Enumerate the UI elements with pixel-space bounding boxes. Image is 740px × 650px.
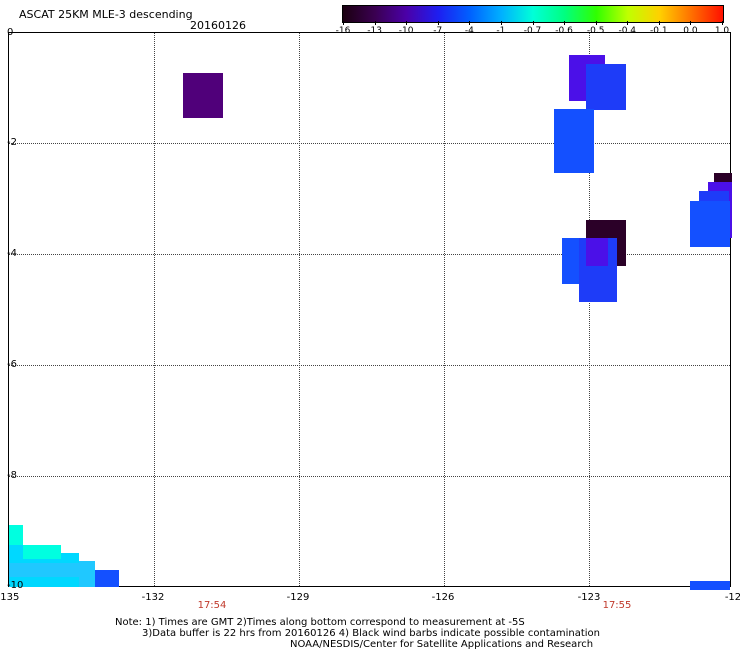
meridian-line	[444, 33, 445, 586]
data-pixel	[95, 570, 119, 587]
y-tick-label: -8	[7, 470, 17, 481]
data-pixel	[23, 545, 61, 559]
colorbar-tick	[437, 21, 439, 25]
data-pixel	[690, 201, 730, 247]
colorbar-tick	[500, 21, 502, 25]
colorbar-label: -13	[367, 26, 382, 36]
colorbar-tick	[374, 21, 376, 25]
colorbar-tick	[469, 21, 471, 25]
colorbar-tick	[406, 21, 408, 25]
meridian-line	[299, 33, 300, 586]
map-date: 20160126	[190, 19, 246, 32]
colorbar-tick	[343, 21, 344, 25]
meridian-line	[589, 33, 590, 586]
meridian-line	[154, 33, 155, 586]
colorbar-label: -0.6	[555, 26, 573, 36]
x-tick-label: -129	[286, 592, 310, 603]
x-tick-label: -135	[0, 592, 20, 603]
data-pixel	[554, 109, 594, 173]
data-pixel	[9, 563, 87, 577]
colorbar-label: -0.5	[586, 26, 605, 36]
y-tick-label: -10	[7, 580, 24, 591]
y-tick-label: -4	[7, 248, 17, 259]
parallel-line	[9, 476, 730, 477]
colorbar-label: -7	[433, 26, 443, 36]
x-tick-label: -123	[577, 592, 601, 603]
colorbar-label: -16	[335, 26, 351, 36]
footer-note-2: 3)Data buffer is 22 hrs from 20160126 4)…	[142, 628, 600, 639]
y-tick-label: -6	[7, 359, 17, 370]
time-label-1: 17:54	[197, 600, 227, 611]
y-tick-label: 0	[7, 27, 14, 38]
data-pixel	[586, 64, 626, 110]
colorbar-label: -0.1	[650, 26, 668, 36]
colorbar-label: -10	[398, 26, 414, 36]
data-pixel	[690, 581, 730, 590]
colorbar-label: 1.0	[714, 26, 730, 36]
time-label-2: 17:55	[602, 600, 632, 611]
parallel-line	[9, 254, 730, 255]
colorbar-tick	[595, 21, 597, 25]
colorbar-tick	[690, 21, 692, 25]
colorbar-tick	[722, 21, 723, 25]
y-tick-label: -2	[7, 137, 17, 148]
footer-note-1: Note: 1) Times are GMT 2)Times along bot…	[115, 617, 525, 628]
colorbar-label: 0.0	[683, 26, 698, 36]
x-tick-label: -12	[724, 592, 740, 603]
x-tick-label: -126	[431, 592, 455, 603]
colorbar-label: -0.7	[523, 26, 542, 36]
data-pixel	[586, 238, 608, 266]
colorbar-label: -4	[464, 26, 474, 36]
colorbar-label: -0.4	[618, 26, 637, 36]
colorbar-tick	[564, 21, 566, 25]
x-tick-label: -132	[141, 592, 165, 603]
parallel-line	[9, 365, 730, 366]
colorbar-tick	[627, 21, 629, 25]
data-pixel	[183, 73, 223, 118]
colorbar-tick	[658, 21, 660, 25]
map-area	[8, 32, 732, 590]
parallel-line	[9, 143, 730, 144]
colorbar-label: -1	[496, 26, 506, 36]
footer-note-3: NOAA/NESDIS/Center for Satellite Applica…	[290, 639, 594, 650]
colorbar-tick	[532, 21, 534, 25]
map-title: ASCAT 25KM MLE-3 descending	[19, 8, 193, 21]
